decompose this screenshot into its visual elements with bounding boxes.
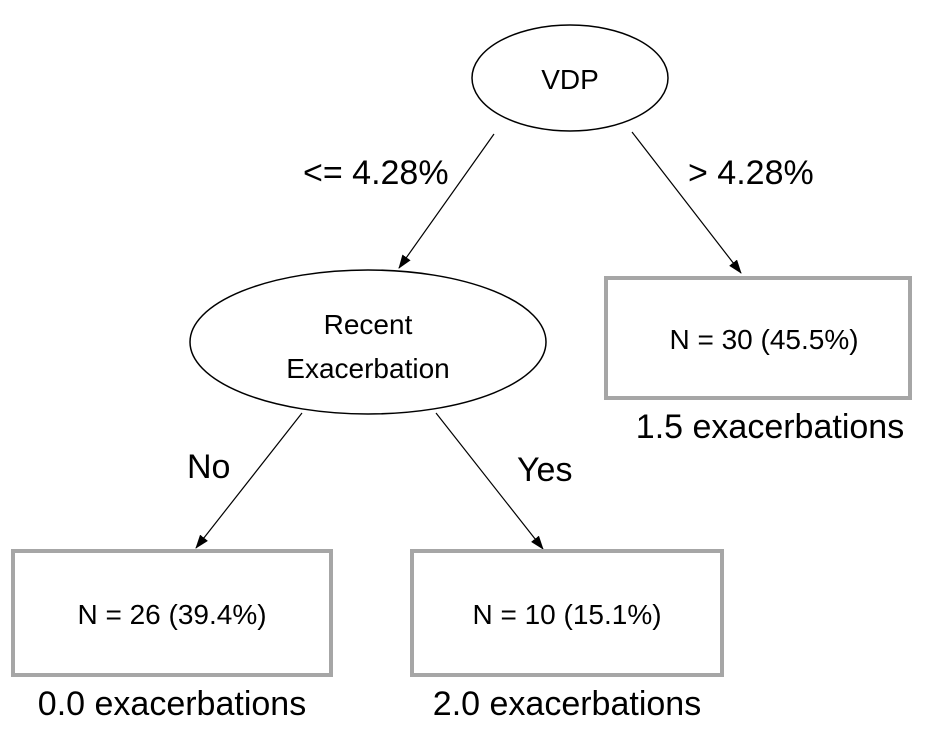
edge-label-split-no: No: [187, 448, 230, 486]
leaf-high-vdp-box: [604, 276, 912, 400]
leaf-no-recent-count: N = 26 (39.4%): [77, 599, 266, 630]
edge-root-right: [631, 131, 742, 274]
split-node-label-line2: Exacerbation: [286, 353, 449, 384]
root-node-label: VDP: [541, 64, 599, 95]
edge-label-root-right: > 4.28%: [688, 154, 814, 192]
edge-split-no: [195, 412, 303, 549]
root-node: [471, 24, 669, 132]
edge-split-yes: [435, 412, 544, 550]
edge-root-left: [398, 133, 495, 269]
split-node: [189, 269, 547, 415]
leaf-recent-box: [410, 549, 724, 677]
leaf-no-recent-outcome: 0.0 exacerbations: [38, 685, 306, 723]
leaf-no-recent-box: [11, 549, 333, 677]
edge-label-split-yes: Yes: [517, 451, 572, 489]
leaf-recent-outcome: 2.0 exacerbations: [433, 685, 701, 723]
leaf-high-vdp-count: N = 30 (45.5%): [669, 324, 858, 355]
leaf-high-vdp-outcome: 1.5 exacerbations: [636, 408, 904, 446]
leaf-recent-count: N = 10 (15.1%): [472, 599, 661, 630]
split-node-label-line1: Recent: [324, 309, 413, 340]
edge-label-root-left: <= 4.28%: [303, 154, 449, 192]
